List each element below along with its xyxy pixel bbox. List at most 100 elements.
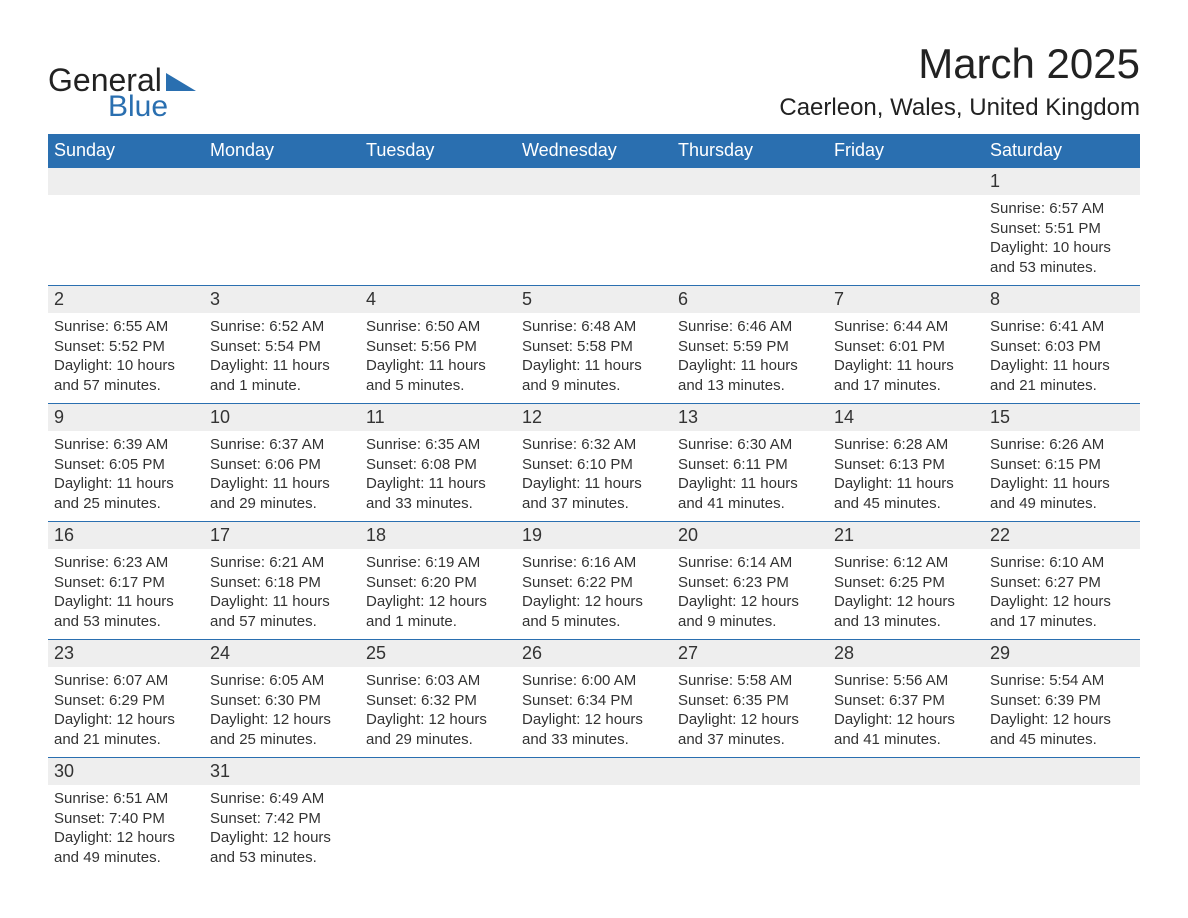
day-detail-cell: Sunrise: 6:35 AMSunset: 6:08 PMDaylight:… bbox=[360, 431, 516, 522]
daylight-line: Daylight: 10 hours and 53 minutes. bbox=[990, 238, 1134, 277]
sunrise-line: Sunrise: 6:35 AM bbox=[366, 435, 510, 455]
day-number-cell: 24 bbox=[204, 640, 360, 668]
day-detail-cell: Sunrise: 6:50 AMSunset: 5:56 PMDaylight:… bbox=[360, 313, 516, 404]
day-number-cell: 19 bbox=[516, 522, 672, 550]
day-number-cell: 23 bbox=[48, 640, 204, 668]
day-detail-cell: Sunrise: 6:05 AMSunset: 6:30 PMDaylight:… bbox=[204, 667, 360, 758]
weekday-tuesday: Tuesday bbox=[360, 134, 516, 168]
sunset-line: Sunset: 5:51 PM bbox=[990, 219, 1134, 239]
sunset-line: Sunset: 5:52 PM bbox=[54, 337, 198, 357]
weekday-saturday: Saturday bbox=[984, 134, 1140, 168]
day-number-cell: 5 bbox=[516, 286, 672, 314]
sunrise-line: Sunrise: 6:07 AM bbox=[54, 671, 198, 691]
day-detail-cell: Sunrise: 6:03 AMSunset: 6:32 PMDaylight:… bbox=[360, 667, 516, 758]
week-5-daynum-row: 3031 bbox=[48, 758, 1140, 786]
sunset-line: Sunset: 6:03 PM bbox=[990, 337, 1134, 357]
calendar-head: SundayMondayTuesdayWednesdayThursdayFrid… bbox=[48, 134, 1140, 168]
sunset-line: Sunset: 6:10 PM bbox=[522, 455, 666, 475]
sunset-line: Sunset: 6:18 PM bbox=[210, 573, 354, 593]
day-detail-cell: Sunrise: 6:07 AMSunset: 6:29 PMDaylight:… bbox=[48, 667, 204, 758]
day-detail-cell: Sunrise: 6:32 AMSunset: 6:10 PMDaylight:… bbox=[516, 431, 672, 522]
sunset-line: Sunset: 6:37 PM bbox=[834, 691, 978, 711]
day-detail-cell: Sunrise: 5:54 AMSunset: 6:39 PMDaylight:… bbox=[984, 667, 1140, 758]
day-detail-cell bbox=[672, 195, 828, 286]
day-detail-cell: Sunrise: 6:37 AMSunset: 6:06 PMDaylight:… bbox=[204, 431, 360, 522]
sunset-line: Sunset: 5:54 PM bbox=[210, 337, 354, 357]
day-number-cell bbox=[360, 758, 516, 786]
week-3-detail-row: Sunrise: 6:23 AMSunset: 6:17 PM Daylight:… bbox=[48, 549, 1140, 640]
day-detail-cell: Sunrise: 6:26 AMSunset: 6:15 PMDaylight:… bbox=[984, 431, 1140, 522]
daylight-line: Daylight: 12 hours and 45 minutes. bbox=[990, 710, 1134, 749]
day-number-cell: 29 bbox=[984, 640, 1140, 668]
location-subtitle: Caerleon, Wales, United Kingdom bbox=[779, 94, 1140, 122]
day-detail-cell: Sunrise: 6:39 AMSunset: 6:05 PMDaylight:… bbox=[48, 431, 204, 522]
day-number-cell: 7 bbox=[828, 286, 984, 314]
day-number-cell: 9 bbox=[48, 404, 204, 432]
day-number-cell bbox=[360, 168, 516, 196]
sunrise-line: Sunrise: 6:10 AM bbox=[990, 553, 1134, 573]
daylight-line: Daylight: 12 hours and 37 minutes. bbox=[678, 710, 822, 749]
day-number-cell bbox=[48, 168, 204, 196]
brand-triangle-icon bbox=[166, 71, 196, 95]
brand-logo: General Blue bbox=[48, 64, 196, 122]
sunset-line: Sunset: 6:17 PM bbox=[54, 573, 198, 593]
month-title: March 2025 bbox=[779, 40, 1140, 88]
sunrise-line: Sunrise: 6:52 AM bbox=[210, 317, 354, 337]
day-detail-cell bbox=[204, 195, 360, 286]
day-number-cell: 16 bbox=[48, 522, 204, 550]
day-detail-cell bbox=[828, 785, 984, 875]
sunset-line: Sunset: 6:32 PM bbox=[366, 691, 510, 711]
day-detail-cell: Sunrise: 6:00 AMSunset: 6:34 PMDaylight:… bbox=[516, 667, 672, 758]
daylight-line: Daylight: 12 hours and 9 minutes. bbox=[678, 592, 822, 631]
day-number-cell bbox=[984, 758, 1140, 786]
daylight-line: Daylight: 12 hours and 5 minutes. bbox=[522, 592, 666, 631]
day-number-cell: 31 bbox=[204, 758, 360, 786]
day-number-cell bbox=[204, 168, 360, 196]
day-detail-cell: Sunrise: 6:14 AMSunset: 6:23 PMDaylight:… bbox=[672, 549, 828, 640]
week-2-detail-row: Sunrise: 6:39 AMSunset: 6:05 PMDaylight:… bbox=[48, 431, 1140, 522]
page-header: General Blue March 2025 Caerleon, Wales,… bbox=[48, 40, 1140, 122]
sunset-line: Sunset: 5:56 PM bbox=[366, 337, 510, 357]
week-1-detail-row: Sunrise: 6:55 AMSunset: 5:52 PMDaylight:… bbox=[48, 313, 1140, 404]
day-detail-cell: Sunrise: 5:56 AMSunset: 6:37 PMDaylight:… bbox=[828, 667, 984, 758]
day-number-cell: 1 bbox=[984, 168, 1140, 196]
day-detail-cell: Sunrise: 6:30 AMSunset: 6:11 PMDaylight:… bbox=[672, 431, 828, 522]
day-detail-cell bbox=[516, 785, 672, 875]
day-number-cell: 13 bbox=[672, 404, 828, 432]
sunset-line: Sunset: 6:29 PM bbox=[54, 691, 198, 711]
sunrise-line: Sunrise: 5:58 AM bbox=[678, 671, 822, 691]
sunrise-line: Sunrise: 6:39 AM bbox=[54, 435, 198, 455]
day-detail-cell: Sunrise: 6:12 AMSunset: 6:25 PMDaylight:… bbox=[828, 549, 984, 640]
sunrise-line: Sunrise: 6:44 AM bbox=[834, 317, 978, 337]
week-1-daynum-row: 2345678 bbox=[48, 286, 1140, 314]
week-5-detail-row: Sunrise: 6:51 AMSunset: 7:40 PMDaylight:… bbox=[48, 785, 1140, 875]
sunrise-line: Sunrise: 5:56 AM bbox=[834, 671, 978, 691]
sunrise-line: Sunrise: 6:21 AM bbox=[210, 553, 354, 573]
weekday-friday: Friday bbox=[828, 134, 984, 168]
day-detail-cell: Sunrise: 6:51 AMSunset: 7:40 PMDaylight:… bbox=[48, 785, 204, 875]
sunrise-line: Sunrise: 6:37 AM bbox=[210, 435, 354, 455]
sunset-line: Sunset: 6:35 PM bbox=[678, 691, 822, 711]
day-number-cell: 3 bbox=[204, 286, 360, 314]
daylight-line: Daylight: 12 hours and 29 minutes. bbox=[366, 710, 510, 749]
week-4-daynum-row: 23242526272829 bbox=[48, 640, 1140, 668]
day-number-cell: 18 bbox=[360, 522, 516, 550]
daylight-line: Daylight: 11 hours and 41 minutes. bbox=[678, 474, 822, 513]
daylight-line: Daylight: 11 hours and 49 minutes. bbox=[990, 474, 1134, 513]
sunrise-line: Sunrise: 6:28 AM bbox=[834, 435, 978, 455]
week-0-detail-row: Sunrise: 6:57 AMSunset: 5:51 PMDaylight:… bbox=[48, 195, 1140, 286]
sunrise-line: Sunrise: 6:23 AM bbox=[54, 553, 198, 573]
daylight-line: Daylight: 11 hours and 45 minutes. bbox=[834, 474, 978, 513]
sunset-line: Sunset: 5:59 PM bbox=[678, 337, 822, 357]
day-number-cell: 11 bbox=[360, 404, 516, 432]
sunset-line: Sunset: 6:25 PM bbox=[834, 573, 978, 593]
daylight-line: Daylight: 12 hours and 49 minutes. bbox=[54, 828, 198, 867]
daylight-line: Daylight: 11 hours and 13 minutes. bbox=[678, 356, 822, 395]
weekday-row: SundayMondayTuesdayWednesdayThursdayFrid… bbox=[48, 134, 1140, 168]
daylight-line: Daylight: 12 hours and 17 minutes. bbox=[990, 592, 1134, 631]
day-detail-cell: Sunrise: 6:16 AMSunset: 6:22 PMDaylight:… bbox=[516, 549, 672, 640]
week-3-daynum-row: 16171819202122 bbox=[48, 522, 1140, 550]
calendar-table: SundayMondayTuesdayWednesdayThursdayFrid… bbox=[48, 134, 1140, 875]
daylight-line: Daylight: 12 hours and 25 minutes. bbox=[210, 710, 354, 749]
daylight-line: Daylight: 11 hours and 25 minutes. bbox=[54, 474, 198, 513]
